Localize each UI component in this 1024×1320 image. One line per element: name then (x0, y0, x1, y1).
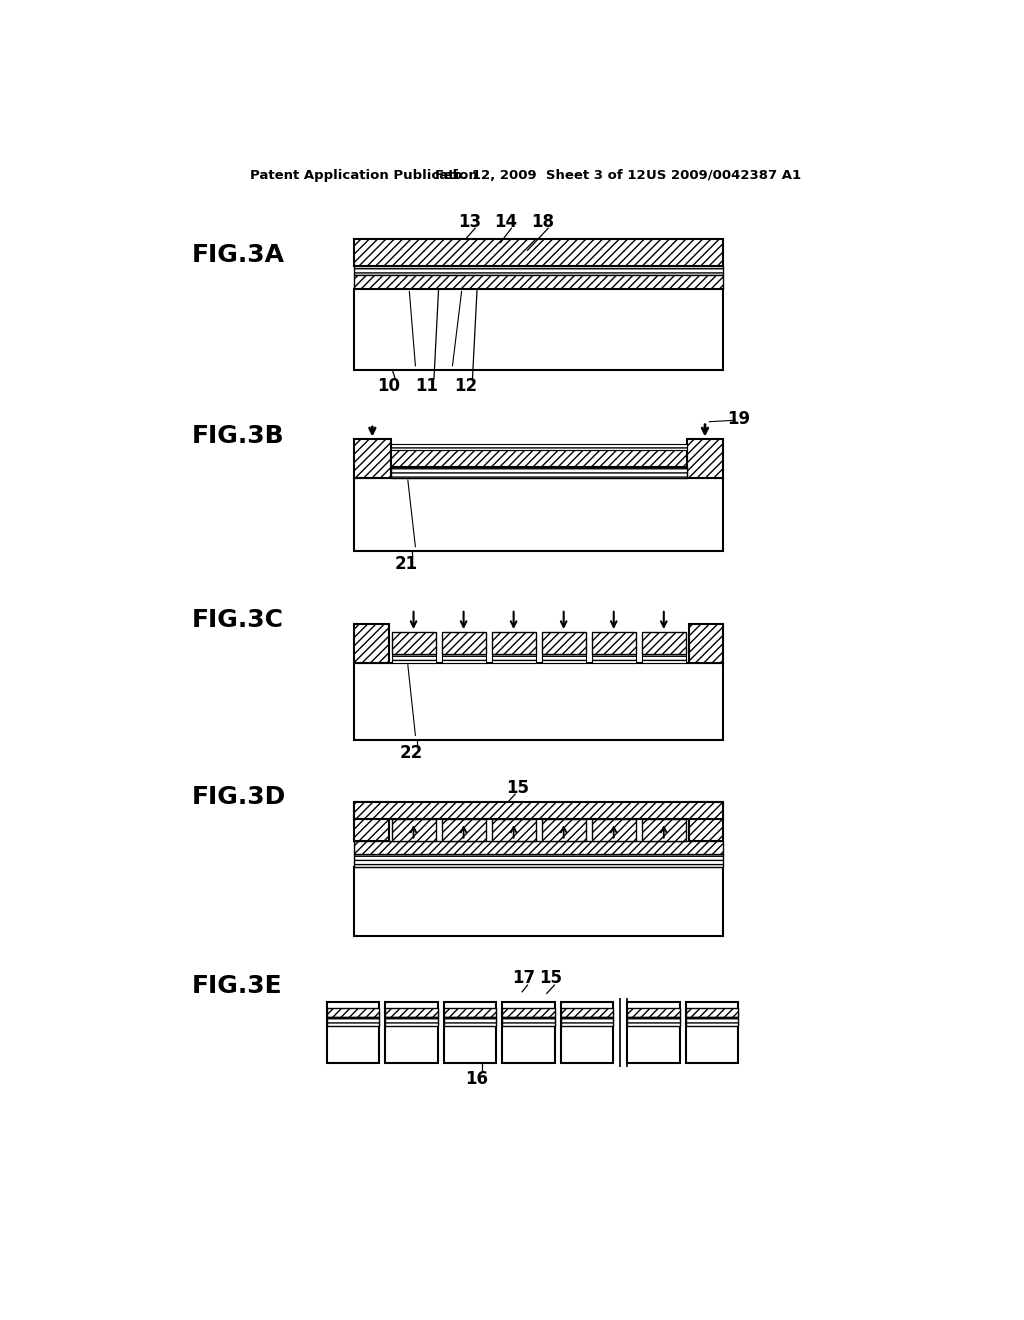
Bar (391, 632, 435, 653)
Bar (503, 1002, 555, 1063)
Bar (561, 1007, 613, 1016)
Bar (444, 1002, 497, 1063)
Bar (628, 1002, 680, 1063)
Bar (561, 1002, 613, 1063)
Text: 10: 10 (377, 376, 400, 395)
Bar (686, 440, 724, 478)
Text: 14: 14 (494, 213, 517, 231)
Text: Patent Application Publication: Patent Application Publication (250, 169, 477, 182)
Bar (542, 653, 586, 663)
Bar (327, 1016, 379, 1026)
Text: 16: 16 (466, 1069, 488, 1088)
Text: FIG.3B: FIG.3B (193, 424, 285, 447)
Bar (441, 818, 485, 841)
Text: 11: 11 (416, 376, 438, 395)
Bar (628, 1016, 680, 1026)
Bar (327, 1002, 379, 1063)
Bar (441, 653, 485, 663)
Bar (354, 478, 724, 552)
Bar (391, 444, 686, 450)
Text: 18: 18 (531, 213, 554, 231)
Bar (686, 1016, 738, 1026)
Text: FIG.3D: FIG.3D (193, 785, 287, 809)
Bar (354, 267, 724, 276)
Bar (592, 653, 636, 663)
Bar (642, 632, 686, 653)
Bar (354, 289, 724, 370)
Bar (385, 1002, 438, 1063)
Bar (492, 818, 536, 841)
Bar (385, 1016, 438, 1026)
Bar (391, 450, 686, 467)
Text: 15: 15 (507, 779, 529, 797)
Bar (354, 239, 724, 267)
Bar (542, 632, 586, 653)
Text: 22: 22 (400, 744, 423, 762)
Text: 17: 17 (512, 969, 535, 987)
Bar (503, 1016, 555, 1026)
Bar (354, 663, 724, 739)
Bar (441, 632, 485, 653)
Bar (686, 1002, 738, 1063)
Text: US 2009/0042387 A1: US 2009/0042387 A1 (646, 169, 802, 182)
Bar (561, 1016, 613, 1026)
Bar (391, 818, 435, 841)
Bar (444, 1016, 497, 1026)
Bar (354, 803, 724, 818)
Text: FIG.3C: FIG.3C (193, 609, 284, 632)
Bar (628, 1007, 680, 1016)
Bar (354, 276, 724, 289)
Bar (444, 1007, 497, 1016)
Bar (391, 653, 435, 663)
Bar (492, 632, 536, 653)
Bar (354, 803, 388, 841)
Bar (354, 867, 724, 936)
Bar (354, 440, 391, 478)
Bar (503, 1007, 555, 1016)
Bar (592, 818, 636, 841)
Text: 21: 21 (394, 556, 418, 573)
Bar (689, 803, 724, 841)
Bar (642, 653, 686, 663)
Bar (492, 653, 536, 663)
Text: FIG.3A: FIG.3A (193, 243, 285, 267)
Bar (354, 624, 388, 663)
Text: 12: 12 (454, 376, 477, 395)
Text: 13: 13 (458, 213, 481, 231)
Bar (391, 467, 686, 478)
Text: Feb. 12, 2009  Sheet 3 of 12: Feb. 12, 2009 Sheet 3 of 12 (435, 169, 645, 182)
Bar (689, 624, 724, 663)
Bar (686, 1007, 738, 1016)
Bar (542, 818, 586, 841)
Bar (592, 632, 636, 653)
Bar (354, 854, 724, 867)
Bar (327, 1007, 379, 1016)
Text: 19: 19 (727, 409, 751, 428)
Bar (385, 1007, 438, 1016)
Text: FIG.3E: FIG.3E (193, 974, 283, 998)
Bar (354, 841, 724, 854)
Bar (642, 818, 686, 841)
Text: 15: 15 (539, 969, 562, 987)
